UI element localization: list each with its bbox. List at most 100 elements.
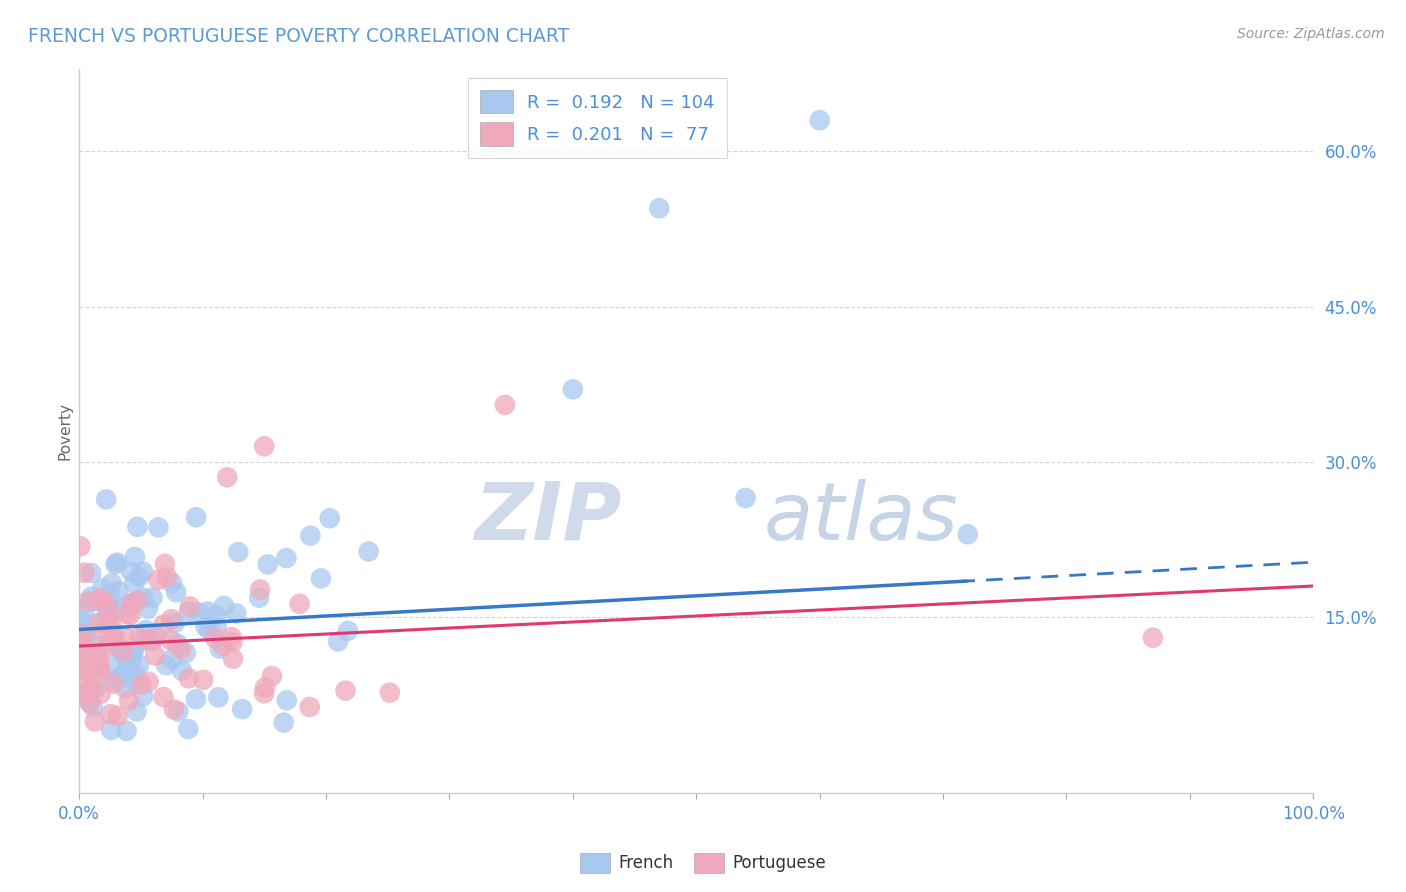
Point <box>75 637 97 651</box>
Point <box>96 600 118 615</box>
Point <box>114 650 136 665</box>
Point <box>160 612 183 626</box>
Point <box>309 571 332 585</box>
Point <box>124 549 146 564</box>
Point <box>76 594 98 608</box>
Point <box>288 597 311 611</box>
Point <box>103 630 125 644</box>
Point <box>221 635 243 649</box>
Point <box>82 699 104 714</box>
Point <box>120 652 142 666</box>
Point <box>104 557 127 571</box>
Point <box>136 601 159 615</box>
Point <box>1142 631 1164 645</box>
Point <box>69 539 91 553</box>
Point <box>97 599 120 613</box>
Point <box>80 683 103 698</box>
Point <box>253 686 276 700</box>
Point <box>79 644 101 658</box>
Point <box>207 690 229 705</box>
Point <box>198 623 221 637</box>
Point <box>72 649 94 664</box>
Point <box>80 590 103 604</box>
Point <box>166 637 188 651</box>
Point <box>205 608 228 623</box>
Point <box>100 707 122 722</box>
Point <box>94 641 117 656</box>
Point <box>70 660 93 674</box>
Point <box>115 723 138 738</box>
Point <box>212 599 235 613</box>
Point <box>226 545 249 559</box>
Point <box>121 596 143 610</box>
Point <box>378 685 401 699</box>
Point <box>90 592 112 607</box>
Point <box>87 649 110 664</box>
Point <box>194 620 217 634</box>
Legend: R =  0.192   N = 104, R =  0.201   N =  77: R = 0.192 N = 104, R = 0.201 N = 77 <box>468 78 727 158</box>
Point <box>132 591 155 605</box>
Point <box>120 607 142 622</box>
Point <box>114 681 136 696</box>
Point <box>184 692 207 706</box>
Point <box>127 520 149 534</box>
Point <box>94 492 117 507</box>
Point <box>208 641 231 656</box>
Point <box>70 614 93 628</box>
Point <box>221 630 243 644</box>
Point <box>69 648 91 663</box>
Point <box>163 702 186 716</box>
Point <box>70 627 93 641</box>
Point <box>101 660 124 674</box>
Point <box>73 566 96 580</box>
Point <box>101 614 124 628</box>
Point <box>231 702 253 716</box>
Point <box>69 686 91 700</box>
Point <box>73 664 96 678</box>
Point <box>179 599 201 614</box>
Point <box>80 680 103 694</box>
Point <box>86 662 108 676</box>
Point <box>734 491 756 505</box>
Point <box>177 605 200 619</box>
Point <box>956 527 979 541</box>
Point <box>100 673 122 688</box>
Point <box>132 689 155 703</box>
Point <box>80 594 103 608</box>
Point <box>90 638 112 652</box>
Point <box>165 585 187 599</box>
Point <box>494 398 516 412</box>
Point <box>125 705 148 719</box>
Point <box>90 687 112 701</box>
Point <box>247 591 270 605</box>
Point <box>132 634 155 648</box>
Point <box>100 576 122 591</box>
Point <box>260 669 283 683</box>
Point <box>97 614 120 628</box>
Point <box>170 664 193 678</box>
Point <box>79 696 101 710</box>
Point <box>115 599 138 613</box>
Text: FRENCH VS PORTUGUESE POVERTY CORRELATION CHART: FRENCH VS PORTUGUESE POVERTY CORRELATION… <box>28 27 569 45</box>
Point <box>105 604 128 618</box>
Point <box>117 607 139 622</box>
Point <box>142 633 165 648</box>
Point <box>197 605 219 619</box>
Point <box>131 678 153 692</box>
Text: atlas: atlas <box>763 479 959 557</box>
Point <box>100 723 122 737</box>
Point <box>69 634 91 648</box>
Point <box>135 623 157 637</box>
Point <box>177 722 200 736</box>
Point <box>152 617 174 632</box>
Point <box>148 573 170 587</box>
Point <box>319 511 342 525</box>
Y-axis label: Poverty: Poverty <box>58 401 72 459</box>
Point <box>122 644 145 658</box>
Point <box>101 628 124 642</box>
Point <box>98 588 121 602</box>
Point <box>73 621 96 635</box>
Point <box>72 632 94 647</box>
Point <box>225 607 247 621</box>
Point <box>128 630 150 644</box>
